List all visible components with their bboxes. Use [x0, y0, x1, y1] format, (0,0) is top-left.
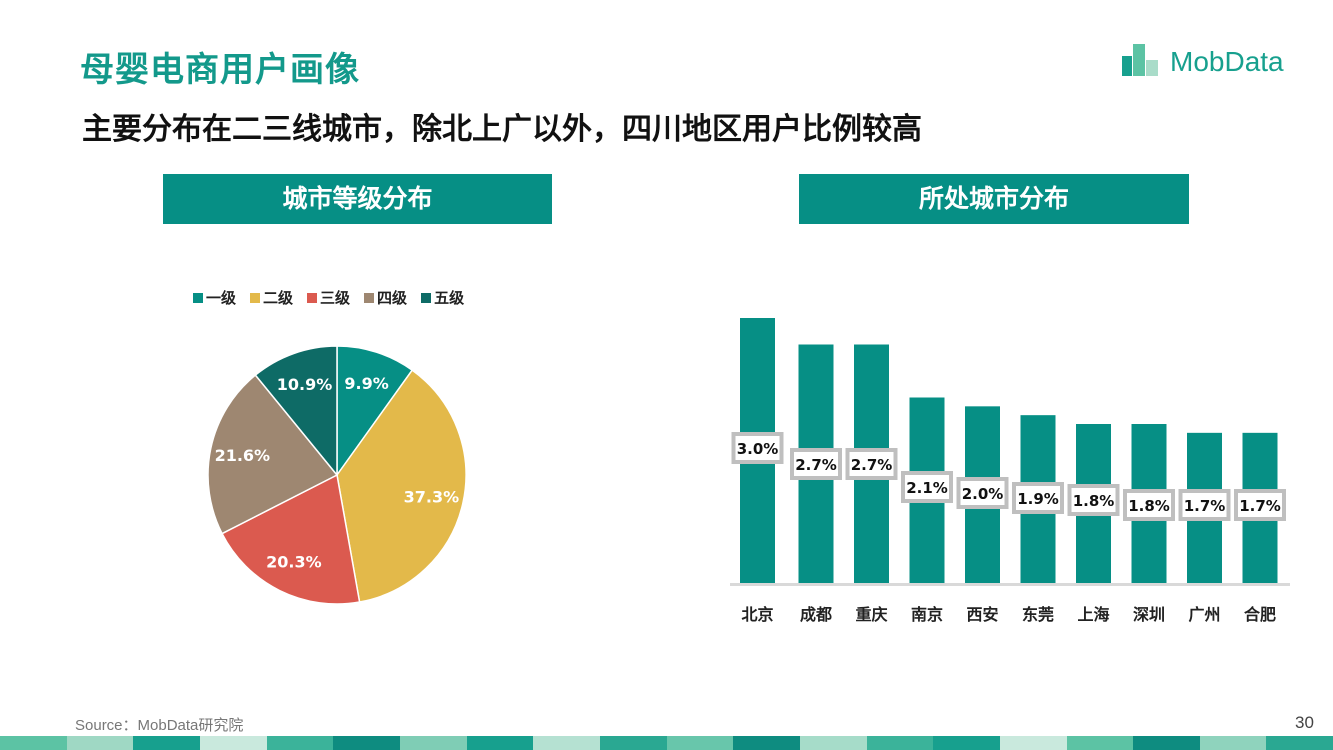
bar-label-box: [731, 432, 784, 464]
footer-band-segment: [266, 736, 334, 750]
x-tick-label: 西安: [966, 605, 998, 624]
city-tier-pie-chart: 9.9% 37.3% 20.3% 21.6% 10.9%: [207, 345, 467, 605]
footer-band-segment: [0, 736, 67, 750]
city-bar-chart: 3.0% 北京 2.7% 成都 2.7% 重庆 2.1% 南京 2.0% 西安 1.9% 东莞 1.8%…: [730, 318, 1290, 624]
bar-data-label: 1.9%: [1017, 490, 1059, 508]
city-distribution-section-header: 所处城市分布: [799, 174, 1189, 224]
legend-item: 三级: [307, 287, 350, 308]
legend-item: 二级: [250, 287, 293, 308]
pie-legend: 一级 二级 三级 四级 五级: [193, 287, 464, 308]
legend-swatch: [421, 292, 432, 303]
pie-data-label: 10.9%: [277, 375, 333, 394]
pie-slice-4: [207, 374, 339, 535]
x-tick-label: 成都: [800, 605, 832, 624]
footer-band-segment: [733, 736, 800, 750]
legend-item: 五级: [421, 287, 464, 308]
footer-band-segment: [999, 736, 1067, 750]
pie-data-label: 9.9%: [344, 374, 388, 393]
legend-label: 五级: [434, 289, 465, 307]
footer-band-segment: [799, 736, 867, 750]
footer-band-segment: [666, 736, 734, 750]
footer-band-segment: [133, 736, 200, 750]
footer-band-segment: [1266, 736, 1333, 750]
footer-band-segment: [933, 736, 1000, 750]
footer-band: [0, 736, 1333, 750]
source-note: Source：MobData研究院: [75, 717, 244, 734]
footer-band-segment: [466, 736, 534, 750]
bar-label-box: [1178, 489, 1231, 521]
footer-band-segment: [1199, 736, 1267, 750]
bar-label-box: [1067, 484, 1120, 516]
pie-slice-2: [336, 369, 467, 603]
legend-label: 三级: [320, 289, 351, 307]
pie-data-label: 37.3%: [404, 487, 460, 506]
footer-band-segment: [866, 736, 934, 750]
pie-slice-1: [336, 345, 414, 478]
mobdata-logo: MobData: [1120, 40, 1320, 80]
footer-band-segment: [66, 736, 134, 750]
x-tick-label: 上海: [1077, 605, 1109, 624]
x-tick-label: 北京: [741, 605, 773, 624]
footer-band-segment: [399, 736, 467, 750]
bar-data-label: 2.7%: [851, 456, 893, 474]
legend-label: 一级: [206, 289, 237, 307]
bar-data-label: 3.0%: [737, 440, 779, 458]
bar-data-label: 2.1%: [906, 479, 948, 497]
pie-slice-5: [254, 345, 338, 478]
bar-label-box: [956, 477, 1009, 509]
page-subtitle: 主要分布在二三线城市，除北上广以外，四川地区用户比例较高: [82, 112, 922, 147]
x-tick-label: 东莞: [1022, 605, 1054, 624]
bar-data-label: 2.0%: [962, 485, 1004, 503]
bar-data-label: 1.8%: [1073, 492, 1115, 510]
x-tick-label: 深圳: [1133, 605, 1165, 624]
bar-label-box: [790, 448, 842, 480]
x-tick-label: 南京: [911, 605, 943, 624]
bar-data-label: 1.8%: [1128, 497, 1170, 515]
legend-swatch: [193, 292, 203, 303]
page-title: 母婴电商用户画像: [80, 50, 360, 90]
footer-band-segment: [533, 736, 600, 750]
city-tier-section-header: 城市等级分布: [163, 174, 552, 224]
footer-band-segment: [1133, 736, 1200, 750]
pie-data-label: 21.6%: [215, 446, 271, 465]
x-tick-label: 广州: [1188, 605, 1220, 624]
bar-data-label: 1.7%: [1184, 497, 1226, 515]
x-tick-label: 合肥: [1244, 605, 1276, 624]
footer-band-segment: [333, 736, 400, 750]
footer-band-segment: [599, 736, 667, 750]
legend-label: 二级: [263, 289, 294, 307]
legend-item: 四级: [364, 287, 407, 308]
bar-label-box: [1012, 482, 1064, 514]
legend-item: 一级: [193, 287, 236, 308]
bar-label-box: [1123, 489, 1175, 521]
logo-text: MobData: [1170, 46, 1284, 77]
x-tick-label: 重庆: [855, 605, 887, 624]
page-number: 30: [1295, 713, 1314, 732]
bar-label-box: [845, 448, 898, 480]
pie-data-label: 20.3%: [266, 553, 322, 572]
bar-label-box: [901, 471, 953, 503]
bar-label-box: [1234, 489, 1286, 521]
logo-icon: [1122, 44, 1158, 76]
legend-swatch: [364, 292, 375, 303]
bar-data-label: 2.7%: [795, 456, 837, 474]
legend-label: 四级: [377, 289, 408, 307]
footer-band-segment: [199, 736, 267, 750]
footer-band-segment: [1066, 736, 1134, 750]
legend-swatch: [250, 292, 261, 303]
legend-swatch: [307, 292, 318, 303]
bar-data-label: 1.7%: [1239, 497, 1281, 515]
pie-slice-3: [221, 473, 361, 605]
